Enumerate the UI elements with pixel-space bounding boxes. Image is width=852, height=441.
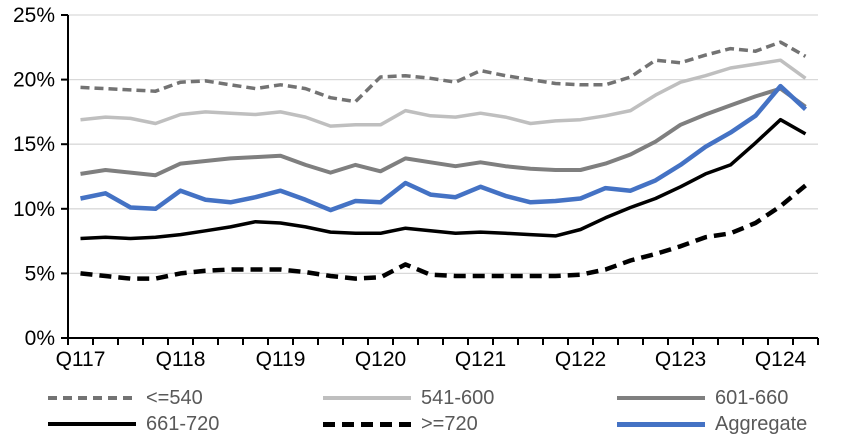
x-tick-label: Q119 [256,348,306,371]
series-line [80,58,807,128]
legend-label: 601-660 [715,386,789,409]
legend-item-661-720: 661-720 [48,412,219,436]
series-line [80,86,807,178]
x-tick-label: Q121 [455,348,506,371]
legend-item-541-600: 541-600 [323,386,494,410]
legend-item-aggregate: Aggregate [617,412,807,436]
x-tick-label: Q122 [555,348,606,371]
dashed-gray-line-marker [48,396,136,400]
x-tick-label: Q124 [755,348,807,371]
x-axis: Q117 Q118 Q119 Q120 Q121 Q122 Q123 Q124 [56,337,819,371]
legend-label: Aggregate [715,412,808,435]
blue-line-marker [617,421,705,427]
x-tick-label: Q123 [655,348,706,371]
legend-label: >=720 [421,412,478,435]
legend-item-le540: <=540 [48,386,203,410]
x-tick-label: Q118 [156,348,206,371]
dark-gray-line-marker [617,395,705,401]
legend-label: 541-600 [421,386,495,409]
y-tick-label: 10% [13,198,55,221]
y-tick-label: 20% [13,69,55,92]
series-line [80,117,807,241]
y-tick-label: 25% [13,4,55,27]
series-line [80,40,807,104]
legend-label: 661-720 [146,412,220,435]
x-tick-label: Q117 [56,348,106,371]
legend-label: <=540 [146,386,203,409]
y-tick-label: 15% [13,133,55,156]
x-tick-label: Q120 [355,348,406,371]
series-line [80,183,807,281]
line-chart: 0% 5% 10% 15% 20% 25% Q117 Q118 Q119 Q120 Q121 Q122… [13,4,819,371]
black-dashed-line-marker [323,421,411,427]
legend-item-ge720: >=720 [323,412,478,436]
legend-item-601-660: 601-660 [617,386,788,410]
y-tick-label: 5% [25,262,55,285]
y-tick-label: 0% [25,327,55,350]
series-line [80,83,808,213]
y-axis: 0% 5% 10% 15% 20% 25% [13,4,69,350]
black-line-marker [48,422,136,426]
light-gray-line-marker [323,396,411,400]
